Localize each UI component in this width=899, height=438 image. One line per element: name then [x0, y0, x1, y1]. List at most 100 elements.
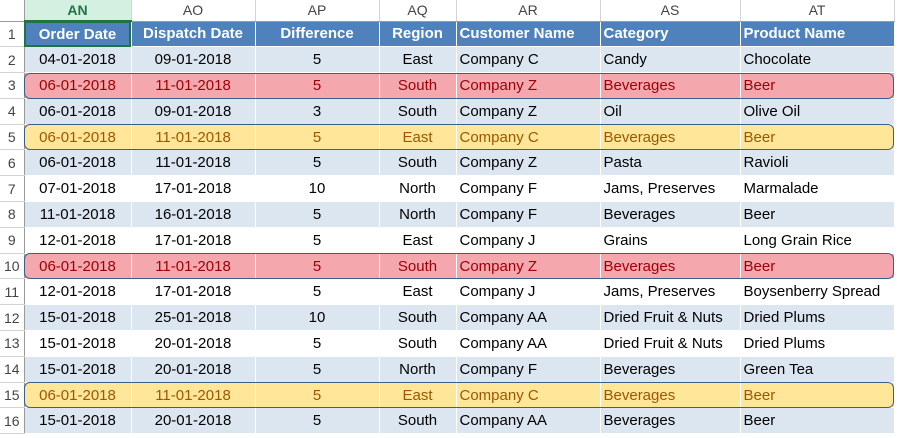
table-cell[interactable]: Company Z [456, 253, 601, 280]
table-cell[interactable]: 5 [255, 149, 380, 177]
table-cell[interactable]: 06-01-2018 [24, 124, 132, 151]
row-number[interactable]: 15 [0, 382, 25, 409]
table-cell[interactable]: East [379, 382, 457, 409]
table-cell[interactable]: 5 [255, 253, 380, 280]
table-cell[interactable]: 11-01-2018 [131, 124, 256, 151]
table-cell[interactable]: East [379, 278, 457, 306]
column-header-as[interactable]: AS [600, 0, 741, 22]
header-cell[interactable]: Customer Name [456, 21, 601, 48]
row-number[interactable]: 3 [0, 72, 25, 99]
table-cell[interactable]: North [379, 201, 457, 228]
table-cell[interactable]: 5 [255, 46, 380, 74]
table-cell[interactable]: Ravioli [740, 149, 895, 177]
table-cell[interactable]: East [379, 227, 457, 254]
column-header-at[interactable]: AT [740, 0, 895, 22]
table-cell[interactable]: Company AA [456, 330, 601, 357]
table-cell[interactable]: 25-01-2018 [131, 304, 256, 332]
table-cell[interactable]: Chocolate [740, 46, 895, 74]
table-cell[interactable]: Company AA [456, 304, 601, 332]
table-cell[interactable]: 10 [255, 304, 380, 332]
table-cell[interactable]: North [379, 356, 457, 383]
table-cell[interactable]: Company C [456, 382, 601, 409]
row-number[interactable]: 8 [0, 201, 25, 228]
table-cell[interactable]: South [379, 149, 457, 177]
table-cell[interactable]: Company Z [456, 98, 601, 125]
column-header-aq[interactable]: AQ [379, 0, 457, 22]
table-cell[interactable]: Company J [456, 278, 601, 306]
row-number[interactable]: 16 [0, 407, 25, 435]
table-cell[interactable]: 5 [255, 407, 380, 435]
table-cell[interactable]: 15-01-2018 [24, 304, 132, 332]
table-cell[interactable]: Company J [456, 227, 601, 254]
table-cell[interactable]: Beverages [600, 72, 741, 99]
table-cell[interactable]: 20-01-2018 [131, 407, 256, 435]
table-cell[interactable]: 11-01-2018 [131, 382, 256, 409]
table-cell[interactable]: Beverages [600, 407, 741, 435]
table-cell[interactable]: Pasta [600, 149, 741, 177]
table-cell[interactable]: South [379, 253, 457, 280]
row-number[interactable]: 11 [0, 278, 25, 306]
table-cell[interactable]: Beer [740, 201, 895, 228]
table-cell[interactable]: 11-01-2018 [24, 201, 132, 228]
table-cell[interactable]: Beverages [600, 124, 741, 151]
row-number[interactable]: 10 [0, 253, 25, 280]
row-number[interactable]: 1 [0, 21, 25, 48]
header-cell[interactable]: Category [600, 21, 741, 48]
table-cell[interactable]: 15-01-2018 [24, 330, 132, 357]
table-cell[interactable]: 11-01-2018 [131, 72, 256, 99]
table-cell[interactable]: South [379, 98, 457, 125]
table-cell[interactable]: Candy [600, 46, 741, 74]
select-all-corner[interactable] [0, 0, 25, 22]
table-cell[interactable]: South [379, 407, 457, 435]
table-cell[interactable]: Green Tea [740, 356, 895, 383]
row-number[interactable]: 9 [0, 227, 25, 254]
table-cell[interactable]: 3 [255, 98, 380, 125]
table-cell[interactable]: Dried Plums [740, 304, 895, 332]
table-cell[interactable]: 17-01-2018 [131, 278, 256, 306]
table-cell[interactable]: Jams, Preserves [600, 175, 741, 203]
header-cell[interactable]: Difference [255, 21, 380, 48]
row-number[interactable]: 4 [0, 98, 25, 125]
table-cell[interactable]: Oil [600, 98, 741, 125]
table-cell[interactable]: Grains [600, 227, 741, 254]
row-number[interactable]: 6 [0, 149, 25, 177]
row-number[interactable]: 12 [0, 304, 25, 332]
table-cell[interactable]: Company F [456, 201, 601, 228]
table-cell[interactable]: 20-01-2018 [131, 330, 256, 357]
header-cell[interactable]: Product Name [740, 21, 895, 48]
table-cell[interactable]: 04-01-2018 [24, 46, 132, 74]
table-cell[interactable]: Marmalade [740, 175, 895, 203]
table-cell[interactable]: 11-01-2018 [131, 149, 256, 177]
table-cell[interactable]: 5 [255, 72, 380, 99]
table-cell[interactable]: Long Grain Rice [740, 227, 895, 254]
table-cell[interactable]: Dried Plums [740, 330, 895, 357]
table-cell[interactable]: Beverages [600, 382, 741, 409]
table-cell[interactable]: Beverages [600, 201, 741, 228]
table-cell[interactable]: Beer [740, 382, 895, 409]
row-number[interactable]: 13 [0, 330, 25, 357]
table-cell[interactable]: Boysenberry Spread [740, 278, 895, 306]
table-cell[interactable]: 16-01-2018 [131, 201, 256, 228]
table-cell[interactable]: Company Z [456, 149, 601, 177]
row-number[interactable]: 14 [0, 356, 25, 383]
table-cell[interactable]: Beer [740, 253, 895, 280]
table-cell[interactable]: Company AA [456, 407, 601, 435]
column-header-ar[interactable]: AR [456, 0, 601, 22]
header-cell[interactable]: Dispatch Date [131, 21, 256, 48]
table-cell[interactable]: 5 [255, 227, 380, 254]
table-cell[interactable]: 5 [255, 382, 380, 409]
row-number[interactable]: 2 [0, 46, 25, 74]
table-cell[interactable]: Beverages [600, 356, 741, 383]
table-cell[interactable]: 06-01-2018 [24, 149, 132, 177]
table-cell[interactable]: Olive Oil [740, 98, 895, 125]
table-cell[interactable]: Company Z [456, 72, 601, 99]
table-cell[interactable]: Dried Fruit & Nuts [600, 304, 741, 332]
table-cell[interactable]: East [379, 46, 457, 74]
table-cell[interactable]: 5 [255, 330, 380, 357]
header-cell[interactable]: Order Date [24, 21, 132, 48]
table-cell[interactable]: 11-01-2018 [131, 253, 256, 280]
table-cell[interactable]: Company C [456, 46, 601, 74]
table-cell[interactable]: South [379, 72, 457, 99]
table-cell[interactable]: 5 [255, 124, 380, 151]
row-number[interactable]: 5 [0, 124, 25, 151]
